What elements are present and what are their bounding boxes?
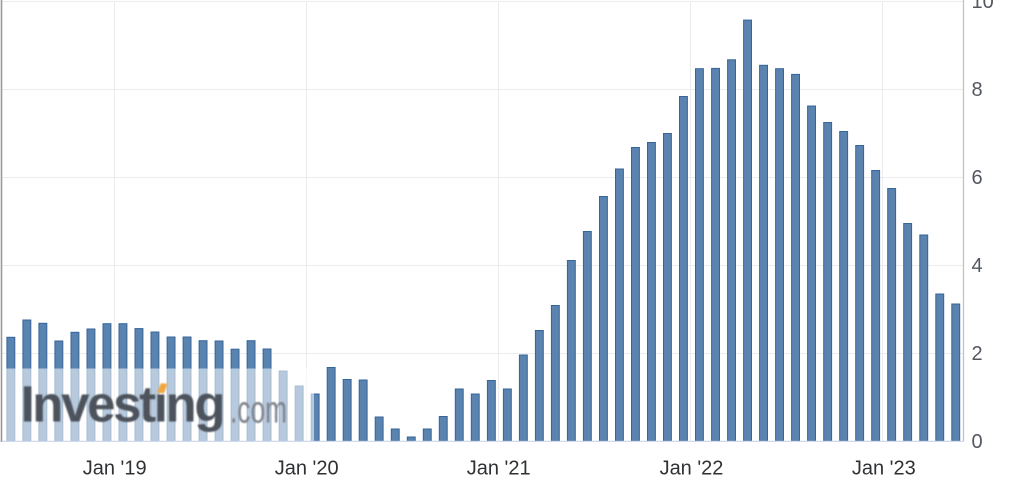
svg-text:Jan '21: Jan '21	[467, 458, 531, 480]
svg-text:2: 2	[972, 343, 983, 365]
svg-text:.com: .com	[230, 390, 287, 432]
svg-text:10: 10	[972, 0, 994, 13]
svg-text:Jan '22: Jan '22	[660, 458, 724, 480]
svg-text:8: 8	[972, 79, 983, 101]
svg-text:Jan '23: Jan '23	[852, 458, 916, 480]
svg-text:Investıng: Investıng	[21, 375, 226, 432]
svg-text:Jan '20: Jan '20	[275, 458, 339, 480]
svg-text:0: 0	[972, 431, 983, 453]
svg-text:Jan '19: Jan '19	[83, 458, 147, 480]
svg-text:6: 6	[972, 167, 983, 189]
svg-text:4: 4	[972, 255, 983, 277]
